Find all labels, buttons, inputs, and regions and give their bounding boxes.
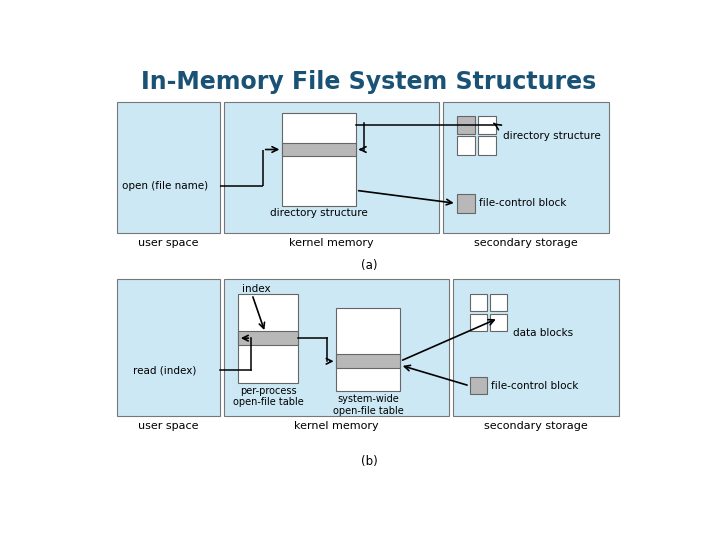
Bar [117, 279, 220, 416]
Bar [238, 294, 299, 383]
Text: kernel memory: kernel memory [289, 238, 374, 248]
Bar [224, 279, 449, 416]
Text: open (file name): open (file name) [122, 181, 208, 192]
Text: user space: user space [138, 421, 199, 431]
Text: file-control block: file-control block [479, 198, 567, 208]
Text: per-process
open-file table: per-process open-file table [233, 386, 304, 408]
Bar [336, 308, 400, 392]
Bar [282, 113, 356, 206]
Text: file-control block: file-control block [492, 381, 579, 391]
Text: secondary storage: secondary storage [474, 238, 578, 248]
Bar [477, 116, 496, 134]
Text: system-wide
open-file table: system-wide open-file table [333, 394, 404, 416]
Text: (b): (b) [361, 455, 377, 468]
Bar [456, 194, 475, 213]
Text: In-Memory File System Structures: In-Memory File System Structures [141, 70, 597, 94]
Text: secondary storage: secondary storage [484, 421, 588, 431]
Text: index: index [242, 284, 271, 294]
Bar [453, 279, 619, 416]
Text: directory structure: directory structure [503, 131, 600, 140]
Bar [224, 102, 438, 233]
Text: directory structure: directory structure [270, 208, 368, 218]
Bar [456, 137, 475, 155]
Text: data blocks: data blocks [513, 328, 573, 338]
Bar [456, 116, 475, 134]
Text: kernel memory: kernel memory [294, 421, 379, 431]
Bar [282, 143, 356, 157]
Bar [336, 354, 400, 368]
Bar [477, 137, 496, 155]
Text: (a): (a) [361, 259, 377, 272]
Bar [490, 314, 507, 331]
Text: user space: user space [138, 238, 199, 248]
Bar [469, 294, 487, 311]
Text: read (index): read (index) [133, 366, 197, 375]
Bar [490, 294, 507, 311]
Bar [469, 314, 487, 331]
Bar [238, 331, 299, 345]
Bar [117, 102, 220, 233]
Bar [469, 377, 487, 394]
Bar [443, 102, 609, 233]
